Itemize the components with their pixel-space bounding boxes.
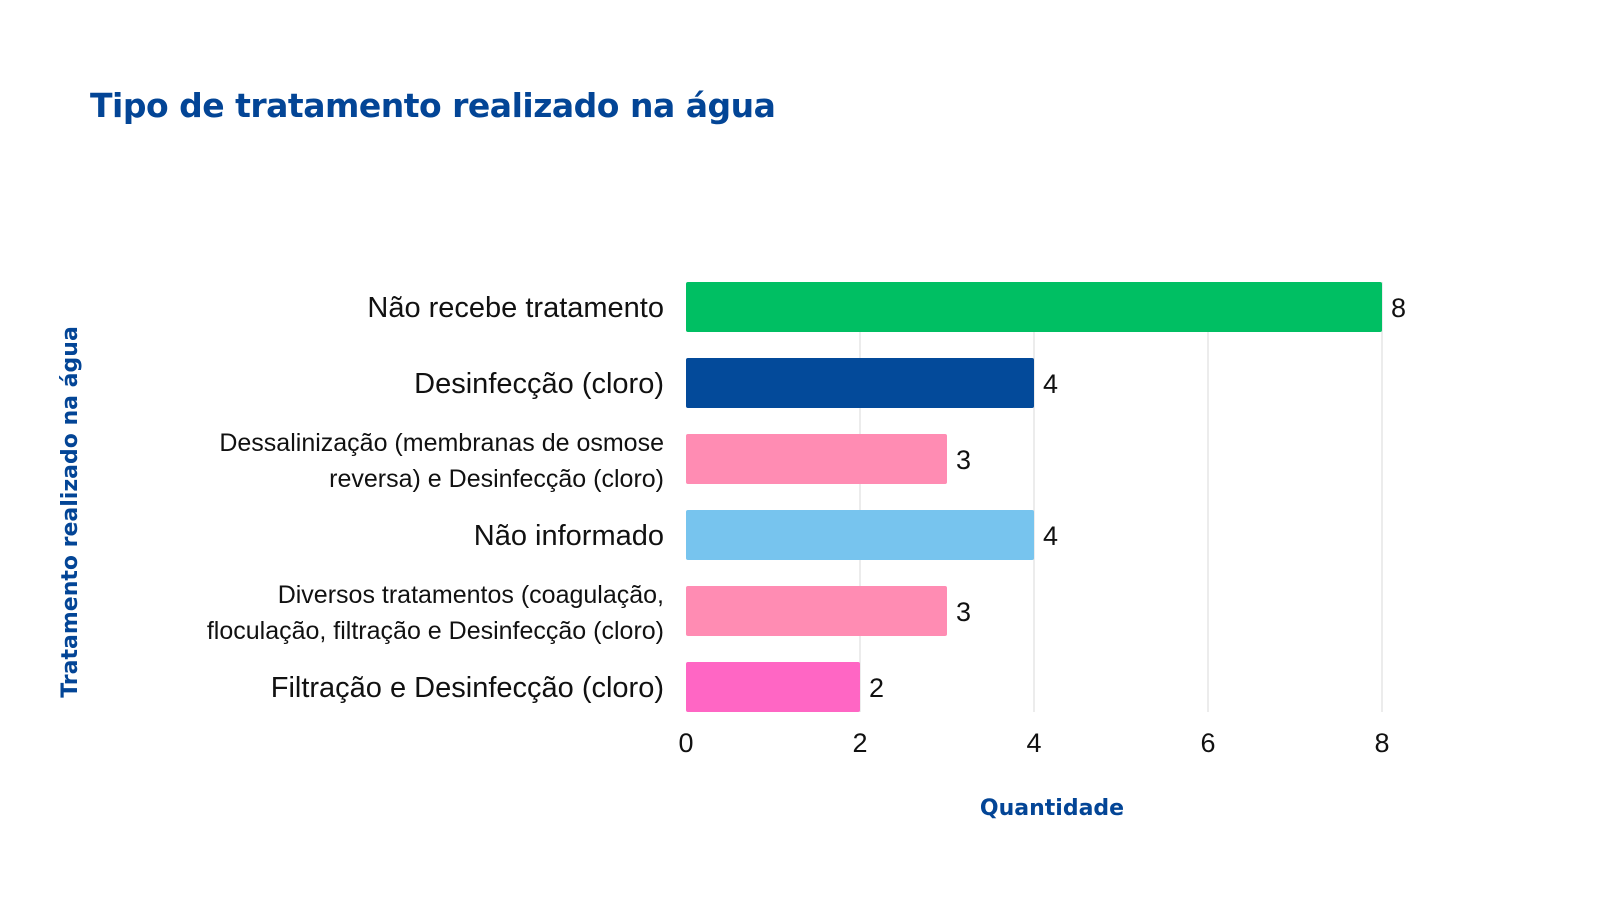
category-labels: Não recebe tratamento Desinfecção (cloro)… bbox=[207, 292, 664, 704]
category-label-1: Desinfecção (cloro) bbox=[414, 368, 664, 400]
bar-4 bbox=[686, 586, 947, 636]
bar-5 bbox=[686, 662, 860, 712]
data-label-1: 4 bbox=[1043, 369, 1058, 399]
x-axis-title: Quantidade bbox=[980, 796, 1124, 821]
category-label-0: Não recebe tratamento bbox=[367, 292, 664, 324]
x-tick-label-4: 8 bbox=[1374, 728, 1389, 758]
bar-1 bbox=[686, 358, 1034, 408]
data-label-2: 3 bbox=[956, 445, 971, 475]
bar-0 bbox=[686, 282, 1382, 332]
category-label-4: Diversos tratamentos (coagulação, flocula… bbox=[207, 581, 664, 645]
data-label-4: 3 bbox=[956, 597, 971, 627]
bar-3 bbox=[686, 510, 1034, 560]
gridlines bbox=[859, 282, 1383, 712]
category-label-5: Filtração e Desinfecção (cloro) bbox=[271, 672, 664, 704]
data-label-5: 2 bbox=[869, 673, 884, 703]
data-label-3: 4 bbox=[1043, 521, 1058, 551]
bars bbox=[686, 282, 1382, 712]
data-label-0: 8 bbox=[1391, 293, 1406, 323]
x-tick-labels: 0 2 4 6 8 bbox=[678, 728, 1389, 758]
x-tick-label-1: 2 bbox=[852, 728, 867, 758]
category-label-2: Dessalinização (membranas de osmose rever… bbox=[219, 429, 664, 493]
chart-title: Tipo de tratamento realizado na água bbox=[90, 86, 776, 125]
bar-2 bbox=[686, 434, 947, 484]
category-label-3: Não informado bbox=[474, 520, 664, 552]
y-axis-title: Tratamento realizado na água bbox=[58, 326, 83, 698]
data-labels: 8 4 3 4 3 2 bbox=[869, 293, 1406, 703]
x-tick-label-3: 6 bbox=[1200, 728, 1215, 758]
x-tick-label-2: 4 bbox=[1026, 728, 1041, 758]
x-tick-label-0: 0 bbox=[678, 728, 693, 758]
